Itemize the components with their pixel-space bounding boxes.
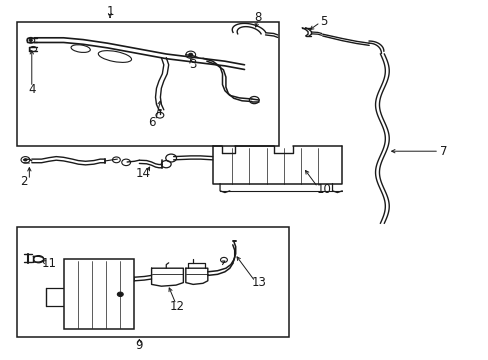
Text: 10: 10 — [316, 183, 330, 195]
Circle shape — [188, 53, 192, 56]
Bar — [17, 22, 278, 146]
Text: 6: 6 — [147, 116, 155, 129]
Text: 1: 1 — [106, 5, 114, 18]
Circle shape — [117, 292, 123, 297]
Ellipse shape — [98, 51, 131, 62]
Text: 12: 12 — [170, 300, 184, 312]
Text: 4: 4 — [28, 83, 36, 96]
Circle shape — [24, 159, 27, 161]
Text: 5: 5 — [320, 15, 327, 28]
Text: 3: 3 — [189, 58, 197, 71]
Circle shape — [29, 39, 32, 41]
Ellipse shape — [71, 45, 90, 53]
Text: 13: 13 — [251, 276, 266, 289]
Text: 8: 8 — [254, 11, 262, 24]
Text: 7: 7 — [439, 145, 447, 158]
Text: 11: 11 — [41, 257, 56, 270]
Text: 2: 2 — [20, 175, 27, 188]
Text: 14: 14 — [136, 167, 150, 180]
Bar — [63, 259, 134, 329]
Text: 9: 9 — [135, 339, 143, 352]
Bar — [17, 227, 288, 337]
